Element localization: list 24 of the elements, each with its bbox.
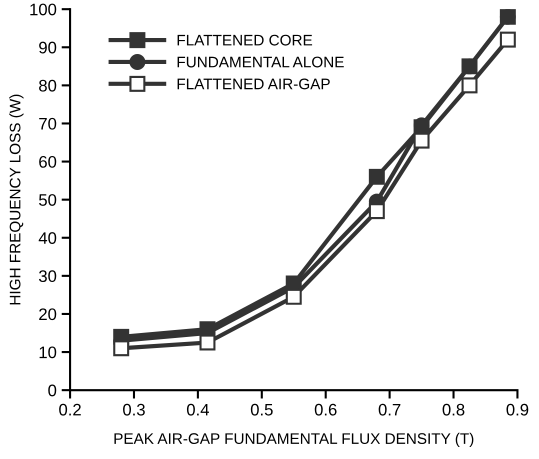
x-tick-label: 0.7	[378, 404, 400, 416]
y-tick-label: 90	[39, 42, 56, 54]
y-tick-label: 50	[39, 194, 56, 206]
y-tick-label: 30	[38, 270, 56, 282]
x-axis-title: PEAK AIR-GAP FUNDAMENTAL FLUX DENSITY (T)	[114, 432, 474, 448]
legend-label: FLATTENED CORE	[178, 34, 312, 46]
y-tick-label: 70	[39, 118, 56, 130]
x-tick-label: 0.5	[250, 404, 273, 416]
y-tick-label: 100	[30, 4, 56, 16]
x-tick-label: 0.3	[123, 404, 145, 416]
x-tick-label: 0.6	[314, 404, 337, 416]
legend-label: FUNDAMENTAL ALONE	[178, 56, 344, 68]
legend-label: FLATTENED AIR-GAP	[178, 78, 330, 90]
y-tick-label: 80	[39, 80, 56, 92]
x-tick-label: 0.2	[59, 404, 81, 416]
y-tick-label: 40	[38, 232, 56, 244]
y-axis-title: HIGH FREQUENCY LOSS (W)	[9, 94, 24, 304]
y-tick-label: 20	[39, 308, 56, 320]
x-tick-label: 0.4	[186, 404, 209, 416]
y-tick-label: 60	[39, 156, 56, 168]
x-tick-label: 0.8	[442, 404, 464, 416]
y-tick-label: 10	[40, 346, 56, 358]
x-tick-label: 0.9	[506, 404, 528, 416]
y-tick-label: 0	[48, 384, 56, 396]
